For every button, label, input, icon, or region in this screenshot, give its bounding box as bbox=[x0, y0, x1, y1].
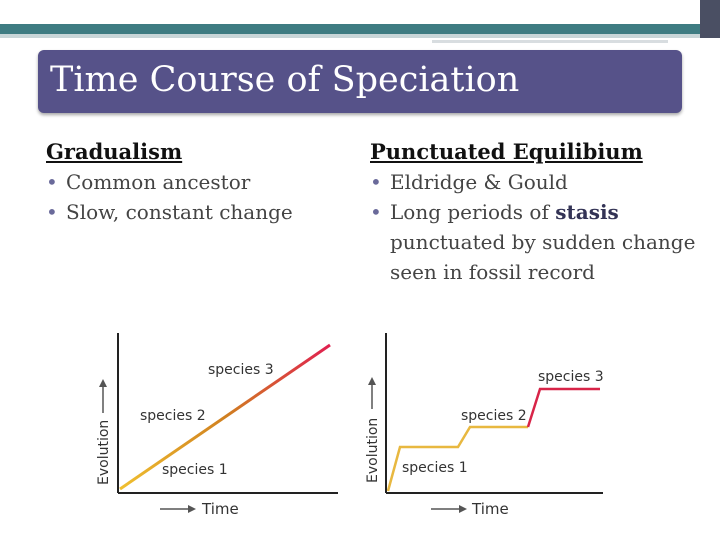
punctuated-heading: Punctuated Equilibium bbox=[370, 139, 643, 164]
punctuated-column: Punctuated Equilibium • Eldridge & Gould… bbox=[370, 137, 715, 287]
gradualism-chart: species 3 species 2 species 1 Evolution … bbox=[96, 333, 338, 518]
bullet-continuation: punctuated by sudden change bbox=[390, 230, 696, 254]
species-2-label: species 2 bbox=[140, 408, 206, 424]
teal-bar bbox=[0, 24, 700, 34]
corner-block bbox=[700, 0, 720, 38]
bullet-text: Common ancestor bbox=[66, 170, 251, 194]
punctuated-line-late bbox=[526, 387, 600, 428]
slide-title: Time Course of Speciation bbox=[50, 60, 520, 100]
species-3-label: species 3 bbox=[208, 362, 274, 378]
y-axis-label: Evolution bbox=[96, 420, 112, 485]
bullet-text-prefix: Long periods of bbox=[390, 200, 556, 224]
y-axis-label: Evolution bbox=[365, 418, 381, 483]
species-1-label: species 1 bbox=[162, 462, 228, 478]
gradualism-heading: Gradualism bbox=[46, 139, 183, 164]
x-arrow-head bbox=[188, 505, 196, 513]
bullet-item: • Common ancestor bbox=[46, 167, 346, 197]
bullet-dot: • bbox=[46, 170, 58, 194]
bullet-item: • Eldridge & Gould bbox=[370, 167, 715, 197]
punctuated-chart: species 3 species 2 species 1 Evolution … bbox=[365, 333, 604, 518]
title-banner: Time Course of Speciation bbox=[38, 50, 682, 113]
bullet-dot: • bbox=[370, 170, 382, 194]
gradualism-column: Gradualism • Common ancestor • Slow, con… bbox=[46, 137, 346, 227]
punctuated-line-early bbox=[386, 425, 528, 492]
x-axis-label: Time bbox=[471, 500, 509, 518]
top-decorative-bars bbox=[0, 0, 720, 43]
bullet-text: Slow, constant change bbox=[66, 200, 293, 224]
y-arrow-head bbox=[368, 377, 376, 385]
bullet-dot: • bbox=[46, 200, 58, 224]
x-axis-label: Time bbox=[201, 500, 239, 518]
species-3-label: species 3 bbox=[538, 369, 604, 385]
stasis-term: stasis bbox=[555, 200, 619, 224]
species-1-label: species 1 bbox=[402, 460, 468, 476]
bullet-dot: • bbox=[370, 200, 382, 224]
x-arrow-head bbox=[459, 505, 467, 513]
bullet-text: Eldridge & Gould bbox=[390, 170, 568, 194]
species-2-label: species 2 bbox=[461, 408, 527, 424]
gradual-trend-line bbox=[119, 343, 331, 491]
y-arrow-head bbox=[99, 379, 107, 387]
bullet-continuation: seen in fossil record bbox=[390, 260, 595, 284]
bullet-item: • Slow, constant change bbox=[46, 197, 346, 227]
bullet-item: • Long periods of stasis bbox=[370, 197, 715, 227]
